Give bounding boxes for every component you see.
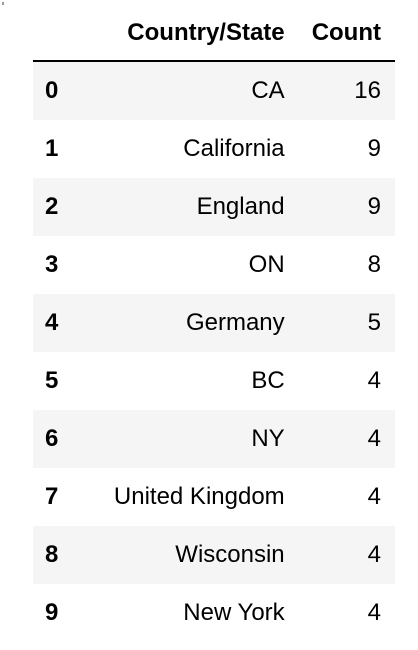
row-index: 5 [45,367,59,394]
count-cell: 5 [367,309,381,336]
table-row: 3 ON 8 [33,236,395,294]
country-state-cell: BC [251,367,285,394]
count-cell: 8 [367,251,381,278]
table-row: 6 NY 4 [33,410,395,468]
count-cell: 16 [354,77,381,104]
row-index: 4 [45,309,59,336]
row-index: 1 [45,135,59,162]
row-index: 3 [45,251,59,278]
country-state-cell: Wisconsin [175,541,285,568]
count-cell: 4 [367,541,381,568]
count-cell: 4 [367,599,381,626]
country-state-cell: CA [251,77,285,104]
country-state-column-header: Country/State [85,5,299,62]
row-index: 0 [45,77,59,104]
country-state-cell: Germany [185,309,285,336]
table-row: 8 Wisconsin 4 [33,526,395,584]
table-row: 0 CA 16 [33,61,395,120]
country-state-cell: New York [183,599,285,626]
table-body: 0 CA 16 1 California 9 2 England 9 3 ON 8 4 Germany 5 5… [33,61,395,642]
index-column-header [33,5,85,62]
country-state-cell: England [196,193,285,220]
country-state-cell: California [183,135,285,162]
header-row: Country/State Count [33,5,395,62]
table-row: 1 California 9 [33,120,395,178]
table-row: 5 BC 4 [33,352,395,410]
cell-edge-mark [2,2,4,5]
table-row: 4 Germany 5 [33,294,395,352]
count-cell: 4 [367,367,381,394]
count-cell: 9 [367,193,381,220]
dataframe-table: Country/State Count 0 CA 16 1 California 9 2 En… [33,5,395,642]
country-state-cell: ON [248,251,285,278]
count-cell: 9 [367,135,381,162]
row-index: 9 [45,599,59,626]
count-cell: 4 [367,425,381,452]
table-row: 2 England 9 [33,178,395,236]
table-header: Country/State Count [33,5,395,62]
row-index: 2 [45,193,59,220]
row-index: 7 [45,483,59,510]
table-row: 7 United Kingdom 4 [33,468,395,526]
country-state-cell: United Kingdom [113,483,285,510]
count-cell: 4 [367,483,381,510]
table-row: 9 New York 4 [33,584,395,642]
row-index: 8 [45,541,59,568]
row-index: 6 [45,425,59,452]
count-column-header: Count [298,5,395,62]
country-state-cell: NY [251,425,285,452]
